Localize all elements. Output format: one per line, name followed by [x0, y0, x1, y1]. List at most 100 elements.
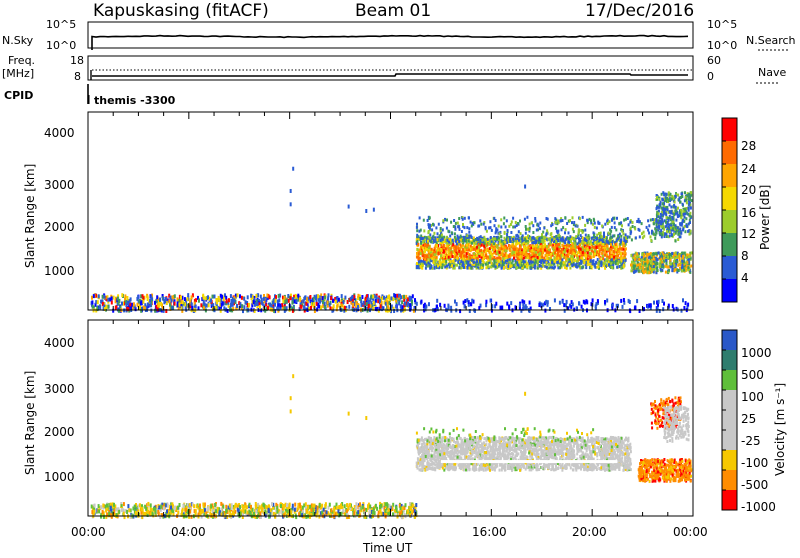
power-cell [592, 235, 595, 239]
power-cell [594, 245, 597, 249]
power-cell [687, 208, 690, 212]
power-cell [623, 255, 626, 259]
power-cell [578, 264, 581, 267]
power-cell [565, 266, 568, 270]
power-cell [658, 262, 661, 266]
power-cell [126, 296, 129, 300]
power-cell [436, 232, 439, 236]
power-cell [516, 242, 519, 245]
power-cell [283, 308, 286, 313]
noise-left-tick-bottom: 10^0 [46, 39, 76, 52]
power-cell [464, 236, 467, 239]
power-cell [583, 237, 586, 241]
power-cell [679, 267, 681, 270]
power-cell [520, 255, 523, 259]
power-cell [590, 252, 592, 256]
power-cell [569, 219, 571, 223]
power-cell [332, 304, 335, 309]
power-cell [114, 305, 117, 310]
power-cell [505, 238, 508, 242]
power-cell [614, 262, 617, 266]
power-panel: 4000 3000 2000 1000 Slant Range [km] [23, 111, 694, 314]
power-cell [148, 301, 151, 306]
power-cell [566, 245, 569, 249]
power-cell [429, 228, 432, 232]
power-cell [631, 225, 634, 228]
power-cell [522, 259, 525, 263]
power-cell [427, 230, 430, 233]
power-cell [324, 295, 327, 300]
power-cell [518, 303, 521, 308]
power-cell [467, 261, 470, 265]
power-cell [655, 266, 658, 270]
power-cell [422, 218, 425, 222]
power-cell [420, 263, 423, 267]
power-cell [482, 240, 485, 244]
power-cell [396, 293, 399, 298]
power-cell [102, 306, 105, 311]
power-cell [528, 253, 531, 256]
power-cell [623, 257, 626, 261]
power-cell [497, 246, 500, 250]
power-cell [476, 256, 479, 260]
power-cell [467, 239, 470, 243]
power-cell [587, 257, 590, 261]
power-cell [304, 301, 307, 306]
power-cell [240, 306, 243, 311]
power-cell [442, 249, 445, 253]
power-cell [425, 244, 428, 248]
power-cell [503, 216, 506, 220]
power-cell [313, 294, 316, 299]
power-cell [588, 235, 591, 239]
power-cell [313, 302, 315, 307]
power-cell [654, 233, 657, 237]
power-cell [334, 299, 337, 304]
power-cell [546, 254, 548, 258]
power-cell [657, 209, 660, 213]
power-cell [429, 251, 432, 255]
power-cell [546, 300, 549, 305]
power-cell [618, 249, 621, 253]
freq-right-tick-top: 60 [707, 54, 721, 67]
power-cell [469, 249, 472, 253]
power-cell [312, 296, 315, 301]
power-cell [401, 300, 404, 305]
power-cell [640, 261, 643, 265]
power-cell [467, 237, 470, 241]
power-cell [585, 241, 588, 245]
power-cell [651, 252, 654, 256]
power-cell [554, 217, 557, 221]
power-cell [464, 264, 467, 268]
power-cell [522, 302, 525, 307]
power-cell [648, 252, 651, 256]
power-cell [597, 262, 600, 266]
power-cell [488, 260, 491, 264]
noise-left-tick-top: 10^5 [46, 18, 76, 31]
power-cell [518, 260, 521, 264]
power-cell [184, 302, 187, 307]
power-cell [474, 256, 477, 260]
power-cell [473, 247, 475, 251]
power-cell [494, 231, 497, 235]
power-cell [590, 221, 593, 225]
power-cell [221, 294, 224, 299]
power-cell [519, 251, 522, 255]
power-cell [670, 209, 673, 213]
power-cell [670, 224, 673, 228]
power-cell [331, 306, 334, 311]
power-cell [324, 305, 326, 309]
power-cell [250, 296, 253, 300]
power-cell [480, 255, 483, 259]
power-cell [640, 266, 643, 270]
power-cell [210, 304, 213, 309]
power-cell [374, 307, 377, 311]
power-cell [638, 258, 641, 261]
power-cell [595, 226, 598, 230]
power-cell [453, 219, 456, 222]
power-cell [678, 214, 681, 218]
power-cell [637, 256, 640, 260]
power-cell [230, 298, 233, 303]
power-cell [449, 255, 452, 259]
power-cell [580, 304, 583, 309]
power-cell [683, 268, 686, 272]
